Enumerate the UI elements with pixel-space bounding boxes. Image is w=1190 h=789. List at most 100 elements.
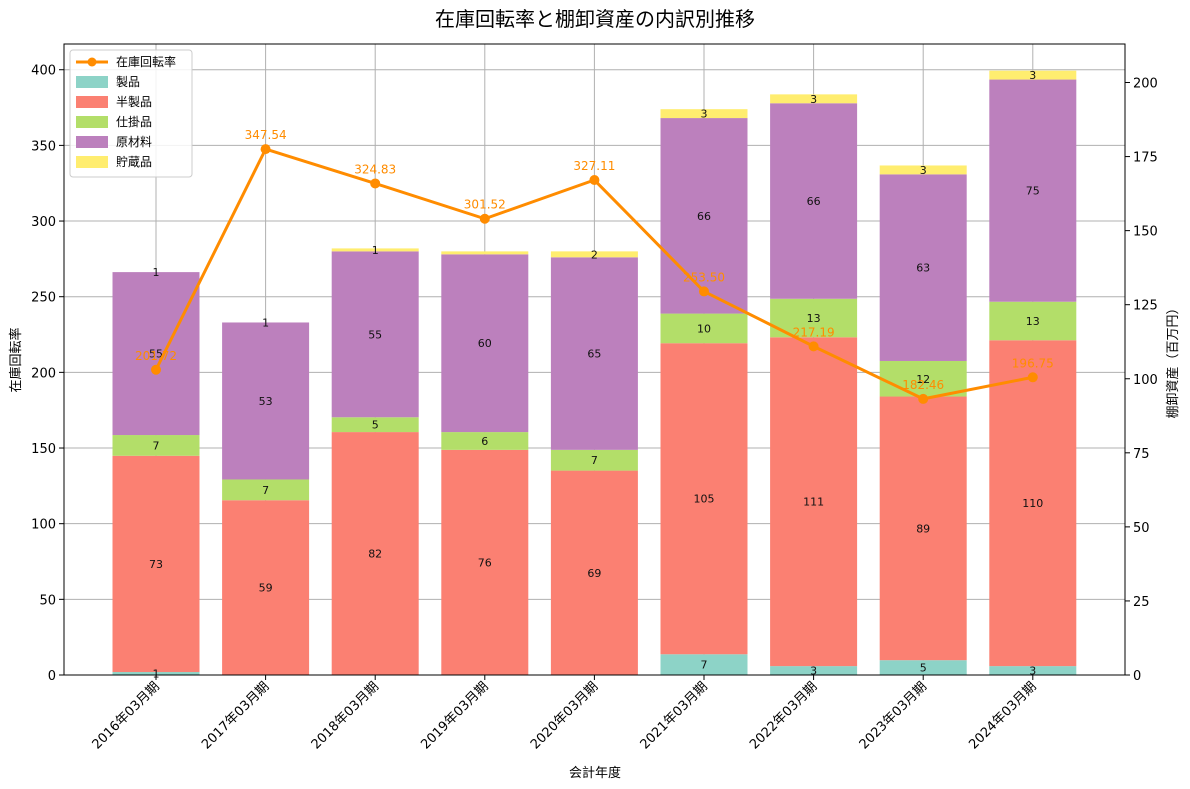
- segment-value-label: 75: [1026, 185, 1040, 198]
- segment-value-label: 3: [1029, 69, 1036, 82]
- turnover-point: [808, 341, 819, 352]
- bar-segment: [112, 272, 200, 436]
- bar-segment: [112, 672, 200, 675]
- bar-segment: [770, 666, 858, 675]
- y-right-tick-label: 200: [1133, 77, 1158, 92]
- turnover-value-label: 182.46: [902, 378, 944, 392]
- turnover-value-label: 217.19: [793, 325, 835, 339]
- segment-value-label: 3: [920, 164, 927, 177]
- y-left-tick-label: 300: [31, 215, 56, 230]
- legend-label: 半製品: [116, 95, 152, 109]
- bar-segment: [989, 301, 1077, 341]
- segment-value-label: 111: [803, 496, 824, 509]
- legend-line-marker: [87, 57, 97, 67]
- bar-segment: [222, 479, 310, 501]
- bar-segment: [989, 666, 1077, 675]
- segment-value-label: 1: [153, 266, 160, 279]
- bar-segment: [660, 118, 748, 314]
- segment-value-label: 3: [701, 108, 708, 121]
- y-right-tick-label: 150: [1133, 225, 1158, 240]
- bar-segment: [550, 449, 638, 471]
- segment-value-label: 65: [587, 348, 601, 361]
- bar-segment: [222, 322, 310, 480]
- segment-value-label: 53: [259, 395, 273, 408]
- x-tick-label: 2023年03月期: [857, 679, 930, 752]
- segment-value-label: 2: [591, 248, 598, 261]
- segment-value-label: 13: [1026, 315, 1040, 328]
- y-left-tick-label: 150: [31, 442, 56, 457]
- bar-segment: [989, 70, 1077, 80]
- segment-labels: 1737551597531825551766606976527105106633…: [149, 69, 1043, 680]
- x-tick-label: 2016年03月期: [90, 679, 163, 752]
- bar-segment: [112, 455, 200, 673]
- turnover-point: [260, 144, 271, 155]
- turnover-value-label: 324.83: [354, 162, 396, 176]
- bar-segment: [331, 251, 419, 418]
- turnover-point: [1027, 372, 1038, 383]
- y-right-tick-label: 50: [1133, 521, 1150, 536]
- legend-label: 製品: [116, 75, 140, 89]
- segment-value-label: 3: [810, 93, 817, 106]
- y-right-tick-label: 75: [1133, 447, 1150, 462]
- y-left-tick-label: 400: [31, 64, 56, 79]
- segment-value-label: 89: [916, 522, 930, 535]
- legend-label: 原材料: [116, 135, 152, 149]
- turnover-point: [479, 213, 490, 224]
- bar-segment: [770, 94, 858, 104]
- segment-value-label: 13: [807, 312, 821, 325]
- segment-value-label: 5: [372, 419, 379, 432]
- segment-value-label: 66: [807, 195, 821, 208]
- y-axis-left-label: 在庫回転率: [8, 327, 24, 392]
- segment-value-label: 69: [587, 567, 601, 580]
- bar-segment: [660, 654, 748, 675]
- segment-value-label: 105: [694, 493, 715, 506]
- segment-value-label: 7: [153, 439, 160, 452]
- segment-value-label: 7: [262, 484, 269, 497]
- y-right-tick-label: 0: [1133, 669, 1141, 684]
- bar-segment: [660, 313, 748, 344]
- bar-segment: [550, 257, 638, 450]
- bar-segment: [770, 103, 858, 299]
- legend-swatch: [76, 76, 108, 88]
- y-left-tick-label: 100: [31, 518, 56, 533]
- segment-value-label: 5: [920, 662, 927, 675]
- legend-swatch: [76, 116, 108, 128]
- stacked-bars: [112, 70, 1077, 675]
- bar-segment: [879, 174, 967, 361]
- segment-value-label: 60: [478, 337, 492, 350]
- y-left-tick-label: 50: [39, 593, 56, 608]
- segment-value-label: 3: [810, 665, 817, 678]
- y-axis-right-label: 棚卸資産（百万円）: [1165, 301, 1181, 418]
- segment-value-label: 7: [701, 659, 708, 672]
- bar-segment: [660, 343, 748, 655]
- y-right-tick-label: 175: [1133, 151, 1158, 166]
- turnover-value-label: 253.50: [683, 270, 725, 284]
- legend-swatch: [76, 136, 108, 148]
- legend-label: 仕掛品: [116, 114, 152, 129]
- segment-value-label: 55: [149, 348, 163, 361]
- y-left-tick-label: 250: [31, 291, 56, 306]
- chart-title: 在庫回転率と棚卸資産の内訳別推移: [435, 7, 755, 31]
- y-left-tick-label: 200: [31, 366, 56, 381]
- bar-segment: [331, 417, 419, 433]
- x-tick-label: 2019年03月期: [418, 679, 491, 752]
- y-right-tick-label: 25: [1133, 595, 1150, 610]
- segment-value-label: 6: [481, 435, 488, 448]
- bar-segment: [879, 165, 967, 175]
- bar-segment: [879, 360, 967, 397]
- segment-value-label: 82: [368, 548, 382, 561]
- x-tick-label: 2021年03月期: [638, 679, 711, 752]
- bar-segment: [770, 337, 858, 667]
- segment-value-label: 63: [916, 262, 930, 275]
- bar-segment: [112, 435, 200, 456]
- turnover-value-label: 201.72: [135, 349, 177, 363]
- bar-segment: [441, 432, 529, 450]
- segment-value-label: 110: [1022, 497, 1043, 510]
- legend-label: 在庫回転率: [116, 54, 176, 69]
- segment-value-label: 12: [916, 373, 930, 386]
- y-left-tick-label: 350: [31, 139, 56, 154]
- segment-value-label: 55: [368, 328, 382, 341]
- turnover-point: [370, 178, 381, 189]
- bar-segment: [550, 470, 638, 675]
